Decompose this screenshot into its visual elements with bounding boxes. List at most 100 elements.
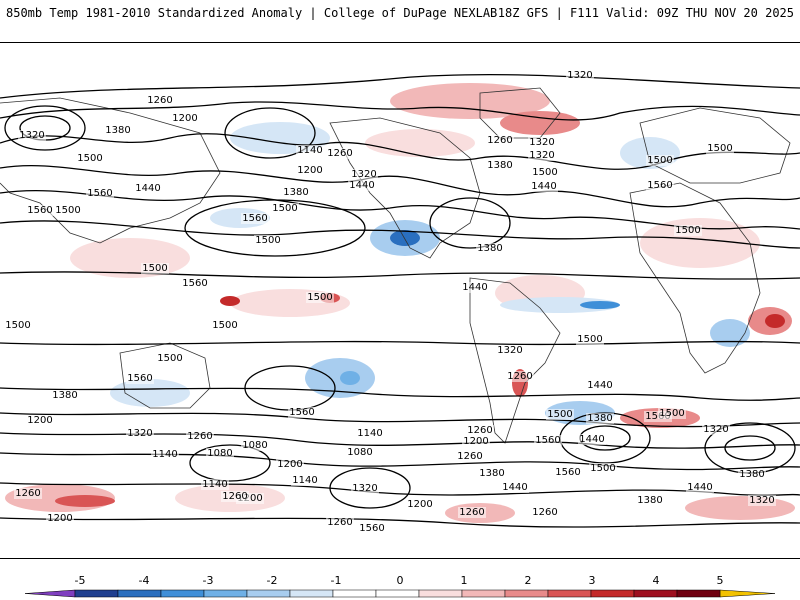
contour-line bbox=[0, 452, 800, 471]
contour-label-bg bbox=[476, 243, 504, 254]
contour-label-bg bbox=[350, 169, 378, 180]
colorbar-segment bbox=[633, 589, 678, 598]
contour-label-bg bbox=[406, 499, 434, 510]
contour-label: 1440 bbox=[579, 434, 604, 445]
contour-label-bg bbox=[496, 345, 524, 356]
colorbar-segment bbox=[676, 589, 721, 598]
contour-label: 1260 bbox=[507, 371, 532, 382]
south-america-outline bbox=[469, 277, 561, 444]
contour-label: 1440 bbox=[135, 183, 160, 194]
contour-label: 1260 bbox=[15, 488, 40, 499]
contour-label: 1500 bbox=[675, 225, 700, 236]
contour-label: 1440 bbox=[349, 180, 374, 191]
contour-label-bg bbox=[738, 469, 766, 480]
cool-anomaly-area bbox=[390, 230, 420, 246]
contour-label-bg bbox=[241, 213, 269, 224]
contour-label: 1320 bbox=[352, 483, 377, 494]
contour-label: 1500 bbox=[212, 320, 237, 331]
contour-line bbox=[329, 467, 411, 509]
warm-anomaly-area bbox=[220, 296, 240, 306]
warm-anomaly-area bbox=[640, 218, 760, 268]
contour-label: 1260 bbox=[327, 517, 352, 528]
contour-label: 1200 bbox=[172, 113, 197, 124]
colorbar-arrow-max bbox=[719, 589, 776, 598]
contour-label-bg bbox=[531, 167, 559, 178]
contour-label: 1140 bbox=[292, 475, 317, 486]
contour-label-bg bbox=[462, 436, 490, 447]
contour-label: 1440 bbox=[462, 282, 487, 293]
contour-label: 1500 bbox=[55, 205, 80, 216]
contour-label: 1560 bbox=[27, 205, 52, 216]
australia-outline bbox=[119, 342, 211, 409]
contour-label: 1500 bbox=[272, 203, 297, 214]
colorbar-tick-label: -1 bbox=[331, 574, 342, 587]
colorbar-canvas: -5 -4 -3 -2 -1 0 1 2 3 4 5 bbox=[24, 574, 776, 598]
warm-anomaly-area bbox=[55, 495, 115, 507]
contour-label-bg bbox=[54, 205, 82, 216]
contour-label-bg bbox=[646, 155, 674, 166]
colorbar-tick-label: 4 bbox=[653, 574, 660, 587]
contour-label: 1560 bbox=[359, 523, 384, 534]
contour-label-bg bbox=[356, 428, 384, 439]
contour-label-bg bbox=[586, 380, 614, 391]
contour-label: 1260 bbox=[532, 507, 557, 518]
anomaly-map[interactable]: 1320 1260 1200 1320 1380 1500 1560 1440 1500 1560… bbox=[0, 42, 800, 559]
colorbar-segment bbox=[203, 589, 248, 598]
anomaly-colorbar: -5 -4 -3 -2 -1 0 1 2 3 4 5 bbox=[0, 570, 800, 600]
contour-label: 1500 bbox=[77, 153, 102, 164]
contour-label: 1080 bbox=[242, 440, 267, 451]
contour-label: 1260 bbox=[187, 431, 212, 442]
cool-anomaly-area bbox=[580, 301, 620, 309]
north-america-outline bbox=[329, 117, 481, 259]
contour-label: 1380 bbox=[637, 495, 662, 506]
cool-anomaly-area bbox=[500, 297, 620, 313]
contour-label-bg bbox=[530, 181, 558, 192]
contour-label: 1140 bbox=[152, 449, 177, 460]
contour-label: 1560 bbox=[647, 180, 672, 191]
colorbar-tick-label: -3 bbox=[203, 574, 214, 587]
contour-label-bg bbox=[276, 459, 304, 470]
contour-label-bg bbox=[346, 447, 374, 458]
colorbar-tick-label: 0 bbox=[397, 574, 404, 587]
cool-anomaly-area bbox=[710, 319, 750, 347]
contour-label-bg bbox=[4, 320, 32, 331]
colorbar-segment bbox=[590, 589, 635, 598]
colorbar-arrow-min bbox=[24, 589, 76, 598]
contour-label: 1200 bbox=[297, 165, 322, 176]
contour-label-bg bbox=[528, 137, 556, 148]
contour-label: 1440 bbox=[587, 380, 612, 391]
colorbar-segment bbox=[461, 589, 506, 598]
contour-label-bg bbox=[296, 165, 324, 176]
contour-label: 1320 bbox=[127, 428, 152, 439]
colorbar-tick-label: 2 bbox=[525, 574, 532, 587]
colorbar-segment bbox=[547, 589, 592, 598]
colorbar-tick-label: -4 bbox=[139, 574, 150, 587]
contour-label: 1200 bbox=[277, 459, 302, 470]
contour-label: 1500 bbox=[647, 155, 672, 166]
colorbar-segment bbox=[246, 589, 291, 598]
contour-label-bg bbox=[458, 507, 486, 518]
cool-anomaly-area bbox=[340, 371, 360, 385]
contour-line bbox=[0, 482, 800, 496]
contour-label-bg bbox=[134, 183, 162, 194]
contour-label: 1440 bbox=[687, 482, 712, 493]
contour-label-bg bbox=[76, 153, 104, 164]
contour-label-bg bbox=[146, 95, 174, 106]
contour-label: 1440 bbox=[531, 181, 556, 192]
warm-anomaly-area bbox=[390, 83, 550, 119]
contour-label-bg bbox=[706, 143, 734, 154]
contour-label: 1140 bbox=[357, 428, 382, 439]
contour-label: 1080 bbox=[347, 447, 372, 458]
africa-outline bbox=[629, 182, 761, 374]
contour-label: 1380 bbox=[739, 469, 764, 480]
contour-label-bg bbox=[456, 451, 484, 462]
contour-label: 1560 bbox=[87, 188, 112, 199]
contour-label: 1380 bbox=[105, 125, 130, 136]
contour-line bbox=[0, 73, 800, 99]
contour-label-bg bbox=[348, 180, 376, 191]
contour-label: 1380 bbox=[587, 413, 612, 424]
contour-label-bg bbox=[104, 125, 132, 136]
warm-anomaly-area bbox=[365, 129, 475, 157]
contour-line bbox=[184, 199, 366, 257]
